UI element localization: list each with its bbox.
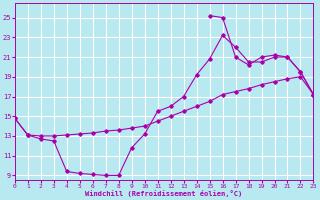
X-axis label: Windchill (Refroidissement éolien,°C): Windchill (Refroidissement éolien,°C) — [85, 190, 243, 197]
